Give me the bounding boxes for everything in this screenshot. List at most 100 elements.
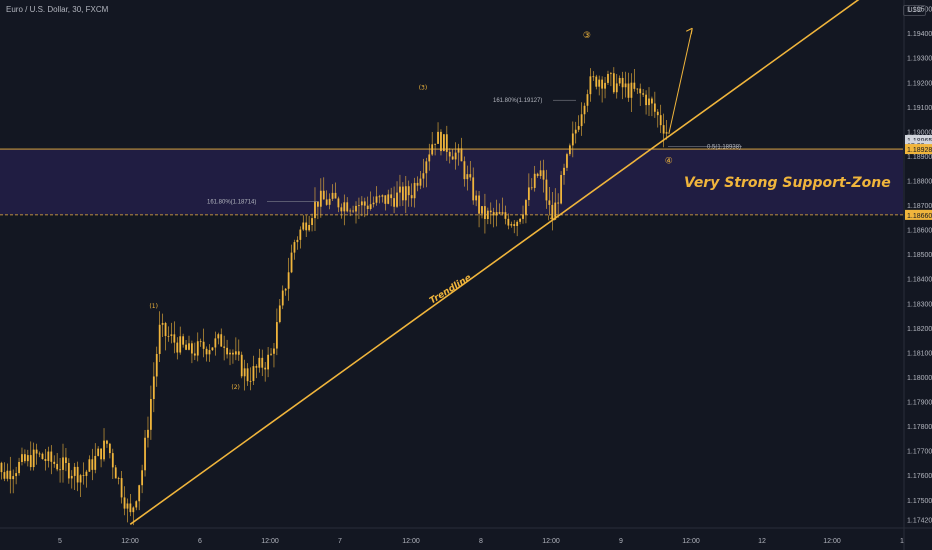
candle-body (607, 73, 609, 83)
candle-body (586, 94, 589, 106)
candle-body (129, 503, 132, 513)
candle-body (519, 218, 521, 222)
candle-body (287, 272, 290, 289)
y-tick-label: 1.17800 (907, 424, 932, 431)
price-badge-text: 1.18660 (907, 213, 932, 220)
x-tick-label: 1 (900, 538, 904, 545)
x-tick-label: 12 (758, 538, 766, 545)
wave-label: (4) (548, 215, 557, 222)
candle-body (258, 357, 261, 368)
y-tick-label: 1.18400 (907, 277, 932, 284)
candle-body (331, 192, 334, 199)
candle-body (173, 334, 176, 343)
fib-level-label: 0.5(1.18938) (707, 145, 741, 151)
y-tick-label: 1.18900 (907, 154, 932, 161)
candle-body (152, 376, 155, 400)
candle-body (311, 218, 313, 225)
candle-body (533, 173, 536, 188)
x-tick-label: 5 (58, 538, 62, 545)
currency-button[interactable]: USD (903, 5, 926, 16)
candle-body (513, 224, 516, 226)
price-badge-text: 1.18928 (907, 147, 932, 154)
candle-body (106, 440, 108, 444)
x-tick-label: 12:00 (542, 538, 560, 545)
candle-body (88, 459, 91, 472)
candle-body (498, 212, 501, 214)
candle-body (170, 334, 173, 336)
candle-body (387, 194, 390, 204)
candle-body (15, 473, 18, 477)
price-badge: 1.18660 (905, 209, 932, 220)
y-tick-label: 1.19200 (907, 80, 932, 87)
candle-body (372, 202, 375, 205)
candle-body (624, 83, 627, 88)
candle-body (0, 462, 3, 473)
candle-body (237, 351, 240, 355)
candle-body (516, 221, 519, 226)
candle-body (621, 77, 624, 88)
candle-body (633, 82, 636, 89)
candle-body (343, 202, 346, 212)
candle-body (305, 222, 308, 231)
y-tick-label: 1.18000 (907, 375, 932, 382)
candle-body (486, 210, 489, 220)
x-tick-label: 6 (198, 538, 202, 545)
candle-body (443, 134, 445, 152)
wave-label: (3) (419, 85, 428, 92)
candle-body (536, 173, 539, 177)
candle-body (264, 367, 267, 370)
candle-body (618, 77, 621, 84)
y-tick-label: 1.18700 (907, 203, 932, 210)
candle-body (281, 290, 284, 306)
candle-body (445, 134, 448, 152)
candle-body (472, 177, 475, 201)
x-tick-label: 12:00 (402, 538, 420, 545)
candle-body (53, 461, 56, 464)
candle-body (299, 229, 302, 240)
support-zone-fill (0, 149, 903, 215)
y-tick-label: 1.18300 (907, 301, 932, 308)
candle-body (580, 114, 583, 127)
candle-body (434, 143, 437, 145)
candle-body (179, 336, 182, 353)
candle-body (460, 148, 463, 162)
candle-body (126, 503, 129, 509)
candle-body (510, 224, 513, 226)
candle-body (59, 469, 61, 471)
candle-body (308, 224, 311, 231)
wave-label: ④ (665, 156, 673, 166)
candle-body (226, 347, 228, 355)
candle-body (317, 201, 319, 207)
candle-body (322, 190, 325, 200)
candle-body (155, 353, 158, 377)
candle-body (627, 83, 630, 98)
price-axis[interactable]: 1.19500 1.19400 1.19300 1.19200 1.19100 1.190… (903, 0, 932, 550)
candle-body (568, 145, 571, 155)
candle-body (293, 242, 296, 253)
candles-layer (0, 67, 668, 526)
candle-body (267, 354, 269, 370)
candle-body (525, 200, 527, 215)
fib-level-label: 161.80%(1.18714) (207, 200, 256, 206)
candle-body (47, 451, 50, 461)
candle-body (448, 151, 451, 157)
candle-body (62, 457, 64, 470)
candle-body (630, 82, 633, 98)
y-tick-label: 1.19500 (907, 7, 932, 14)
candle-body (275, 322, 278, 349)
candle-body (302, 222, 305, 230)
candle-body (583, 105, 586, 115)
candle-body (114, 467, 117, 479)
time-axis[interactable]: 5 12:00 6 12:00 7 12:00 8 12:00 9 12:00 12 12:00 1 (0, 527, 932, 545)
y-tick-label: 1.19100 (907, 105, 932, 112)
candle-body (396, 192, 398, 207)
candle-body (639, 88, 642, 94)
candle-body (255, 366, 258, 368)
candle-body (208, 350, 211, 355)
candle-body (135, 501, 138, 508)
candle-body (645, 94, 647, 106)
support-zone-label: Very Strong Support-Zone (684, 175, 891, 191)
candle-body (522, 214, 524, 219)
candle-body (340, 207, 343, 212)
